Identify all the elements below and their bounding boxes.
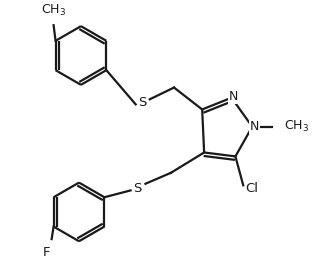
Text: CH$_3$: CH$_3$: [41, 3, 66, 18]
Text: Cl: Cl: [245, 182, 258, 195]
Text: S: S: [133, 182, 142, 195]
Text: N: N: [250, 120, 259, 133]
Text: F: F: [43, 246, 50, 259]
Text: S: S: [138, 96, 147, 109]
Text: N: N: [229, 90, 238, 103]
Text: CH$_3$: CH$_3$: [284, 119, 309, 134]
